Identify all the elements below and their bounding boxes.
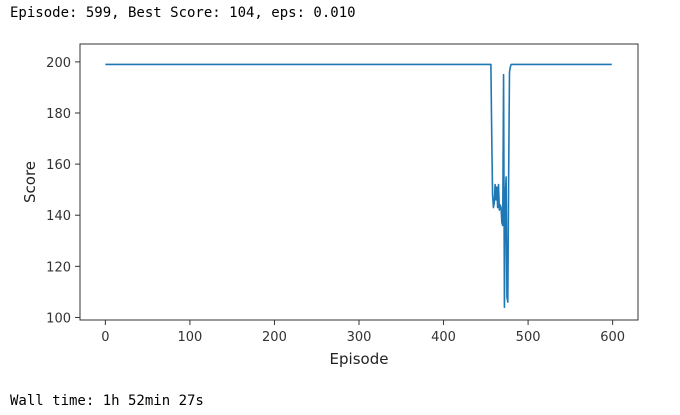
x-ticks: 0 100 200 300 400 500 600	[101, 320, 625, 345]
status-line: Episode: 599, Best Score: 104, eps: 0.01…	[10, 5, 356, 21]
x-tick-label: 400	[431, 330, 456, 345]
x-tick-label: 0	[101, 330, 109, 345]
plot-area: 0 100 200 300 400 500 600 100 120 140 160 180 200	[46, 43, 639, 345]
wall-time: Wall time: 1h 52min 27s	[10, 393, 204, 409]
x-tick-label: 200	[262, 330, 287, 345]
y-tick-label: 160	[46, 158, 71, 173]
x-tick-label: 600	[600, 330, 625, 345]
x-axis-label: Episode	[330, 350, 389, 368]
score-line	[105, 63, 612, 309]
y-tick-label: 200	[46, 56, 71, 71]
y-ticks: 100 120 140 160 180 200	[46, 56, 80, 326]
y-axis-label: Score	[21, 161, 39, 203]
y-tick-label: 100	[46, 311, 71, 326]
score-chart: 0 100 200 300 400 500 600 100 120 140 160 180 200 E…	[21, 43, 639, 368]
axes-frame	[79, 43, 639, 321]
y-tick-label: 180	[46, 107, 71, 122]
y-tick-label: 140	[46, 209, 71, 224]
x-tick-label: 300	[347, 330, 372, 345]
x-tick-label: 500	[516, 330, 541, 345]
x-tick-label: 100	[177, 330, 202, 345]
y-tick-label: 120	[46, 260, 71, 275]
